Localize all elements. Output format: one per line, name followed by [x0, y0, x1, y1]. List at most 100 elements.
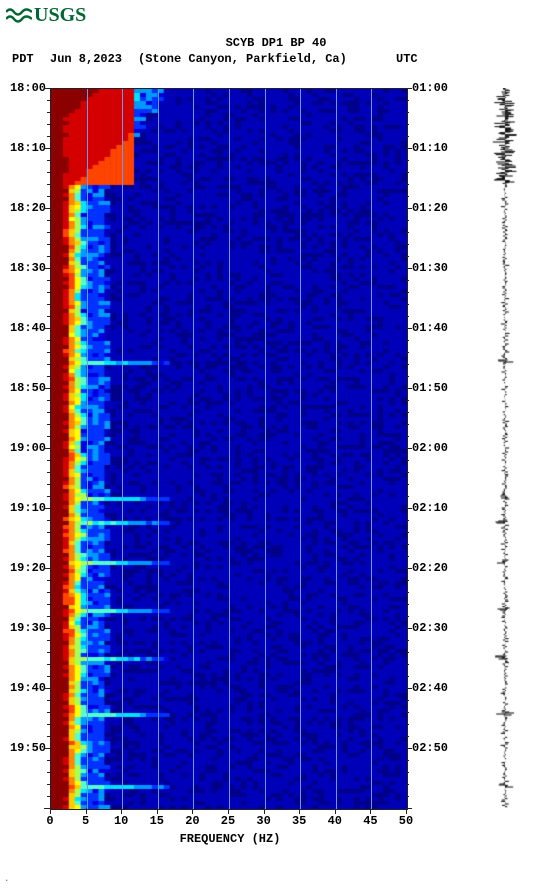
y-minortick-left [47, 580, 50, 581]
y-minortick-left [47, 616, 50, 617]
utc-label: UTC [396, 52, 418, 66]
y-minortick-right [406, 604, 409, 605]
location-label: (Stone Canyon, Parkfield, Ca) [138, 52, 347, 66]
y-minortick-right [406, 724, 409, 725]
y-tick-left [44, 808, 50, 809]
y-tick-left [44, 88, 50, 89]
y-minortick-left [47, 784, 50, 785]
y-minortick-right [406, 112, 409, 113]
y-minortick-right [406, 316, 409, 317]
y-tick-right [406, 568, 412, 569]
y-tick-label-right: 02:20 [412, 561, 456, 575]
y-tick-right [406, 388, 412, 389]
logo-text: USGS [34, 4, 86, 27]
y-tick-label-right: 01:50 [412, 381, 456, 395]
y-minortick-left [47, 196, 50, 197]
y-tick-label-left: 18:40 [2, 321, 46, 335]
y-minortick-left [47, 292, 50, 293]
usgs-logo: USGS [6, 4, 86, 27]
y-tick-label-left: 18:10 [2, 141, 46, 155]
x-tick-label: 15 [145, 814, 169, 828]
y-tick-left [44, 508, 50, 509]
y-minortick-right [406, 520, 409, 521]
y-minortick-right [406, 352, 409, 353]
y-minortick-left [47, 136, 50, 137]
y-tick-left [44, 328, 50, 329]
y-minortick-right [406, 772, 409, 773]
y-minortick-left [47, 484, 50, 485]
y-minortick-right [406, 244, 409, 245]
y-tick-left [44, 148, 50, 149]
x-tick-label: 35 [287, 814, 311, 828]
seismogram-strip [490, 88, 520, 808]
wave-icon [6, 6, 32, 26]
y-tick-label-right: 02:00 [412, 441, 456, 455]
y-minortick-right [406, 580, 409, 581]
y-minortick-right [406, 436, 409, 437]
gridline-vertical [229, 89, 230, 809]
y-minortick-left [47, 604, 50, 605]
y-minortick-left [47, 796, 50, 797]
y-minortick-left [47, 172, 50, 173]
y-minortick-left [47, 772, 50, 773]
y-tick-label-right: 01:30 [412, 261, 456, 275]
y-minortick-left [47, 232, 50, 233]
y-minortick-right [406, 532, 409, 533]
y-tick-label-left: 19:30 [2, 621, 46, 635]
x-tick-label: 45 [358, 814, 382, 828]
y-tick-label-left: 19:20 [2, 561, 46, 575]
y-minortick-right [406, 652, 409, 653]
y-minortick-left [47, 496, 50, 497]
y-tick-label-right: 02:10 [412, 501, 456, 515]
y-tick-left [44, 268, 50, 269]
y-minortick-left [47, 112, 50, 113]
x-tick-label: 30 [252, 814, 276, 828]
y-tick-right [406, 448, 412, 449]
y-minortick-right [406, 124, 409, 125]
y-minortick-right [406, 136, 409, 137]
gridline-vertical [158, 89, 159, 809]
y-minortick-right [406, 676, 409, 677]
y-tick-label-right: 01:10 [412, 141, 456, 155]
y-tick-right [406, 748, 412, 749]
y-minortick-left [47, 304, 50, 305]
y-minortick-right [406, 592, 409, 593]
y-minortick-left [47, 664, 50, 665]
y-minortick-right [406, 544, 409, 545]
y-tick-label-left: 18:50 [2, 381, 46, 395]
y-tick-right [406, 628, 412, 629]
y-minortick-right [406, 172, 409, 173]
x-tick-label: 0 [38, 814, 62, 828]
y-tick-label-left: 19:00 [2, 441, 46, 455]
y-tick-right [406, 148, 412, 149]
y-minortick-left [47, 184, 50, 185]
seismogram-canvas [490, 88, 520, 808]
gridline-vertical [371, 89, 372, 809]
y-minortick-right [406, 784, 409, 785]
y-minortick-right [406, 412, 409, 413]
y-minortick-right [406, 640, 409, 641]
y-minortick-left [47, 760, 50, 761]
y-minortick-right [406, 796, 409, 797]
y-minortick-right [406, 256, 409, 257]
gridline-vertical [87, 89, 88, 809]
y-minortick-left [47, 532, 50, 533]
y-minortick-right [406, 736, 409, 737]
y-tick-label-left: 18:30 [2, 261, 46, 275]
y-minortick-right [406, 424, 409, 425]
y-minortick-right [406, 760, 409, 761]
y-minortick-left [47, 472, 50, 473]
y-tick-left [44, 568, 50, 569]
y-tick-label-right: 01:00 [412, 81, 456, 95]
y-minortick-left [47, 100, 50, 101]
y-minortick-left [47, 244, 50, 245]
y-minortick-left [47, 556, 50, 557]
y-tick-left [44, 208, 50, 209]
x-axis-title: FREQUENCY (HZ) [0, 832, 460, 846]
y-tick-label-right: 01:40 [412, 321, 456, 335]
y-tick-right [406, 508, 412, 509]
y-minortick-right [406, 664, 409, 665]
y-minortick-left [47, 340, 50, 341]
y-minortick-right [406, 280, 409, 281]
y-minortick-left [47, 400, 50, 401]
